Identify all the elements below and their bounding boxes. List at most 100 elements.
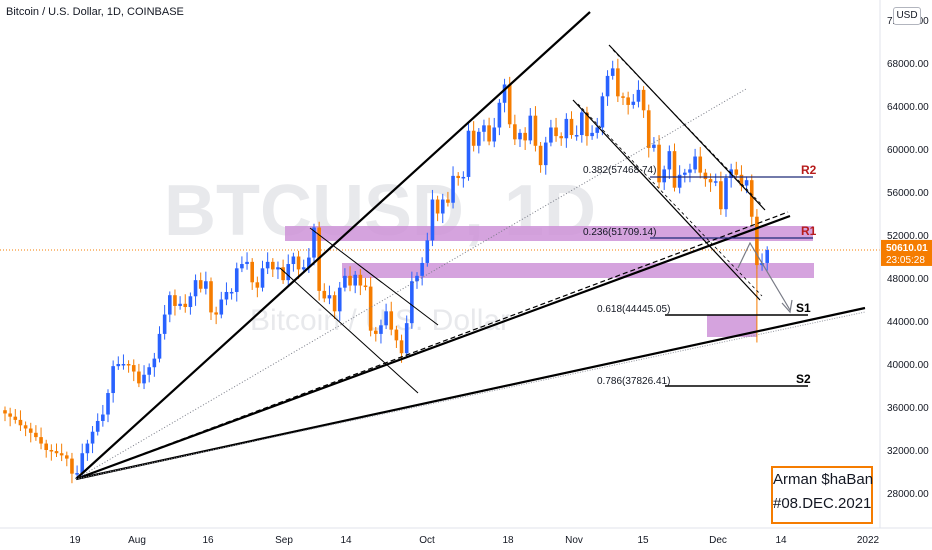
candle-body: [327, 295, 332, 299]
candle: [8, 407, 12, 427]
candle-body: [440, 199, 445, 214]
author-name: Arman $haBan: [773, 471, 874, 488]
candle-body: [621, 96, 625, 98]
candle-body: [549, 127, 553, 143]
candle-body: [574, 135, 579, 137]
candle-body: [173, 295, 177, 306]
candle-body: [631, 101, 636, 105]
candle-body: [250, 261, 254, 283]
candle-body: [404, 323, 409, 354]
candle: [652, 137, 656, 152]
r2-label: R2: [801, 163, 817, 177]
candle-body: [255, 282, 260, 288]
candle-body: [152, 358, 157, 368]
candle-body: [425, 240, 430, 263]
candle-body: [507, 84, 512, 125]
candle: [34, 425, 38, 441]
candle-body: [85, 443, 90, 454]
candle: [39, 427, 43, 450]
candle: [28, 422, 33, 443]
candle-body: [482, 125, 486, 132]
candle-body: [18, 419, 23, 426]
candle-body: [301, 267, 306, 270]
candle-body: [739, 174, 744, 186]
candle: [178, 296, 182, 310]
candle-body: [260, 268, 265, 288]
candle: [688, 163, 692, 183]
x-tick-label: 15: [637, 535, 649, 546]
candle: [183, 294, 188, 313]
candle: [482, 119, 486, 142]
candle-body: [410, 281, 414, 324]
candle: [137, 363, 141, 388]
candle-body: [513, 124, 517, 140]
candle: [394, 325, 399, 348]
candle-body: [121, 364, 126, 366]
candle: [348, 266, 352, 292]
candle-body: [719, 181, 723, 210]
candle: [549, 119, 553, 147]
price-tag-box: [881, 239, 932, 266]
candle: [111, 360, 115, 403]
channel-upper-sep: [309, 227, 439, 326]
candle-body: [101, 414, 105, 421]
candle: [713, 173, 718, 187]
currency-badge[interactable]: USD: [893, 7, 921, 25]
candle-body: [28, 428, 33, 433]
candle-body: [585, 112, 589, 137]
candle: [523, 127, 527, 150]
candle: [492, 117, 497, 148]
candle-body: [379, 325, 383, 334]
candle-body: [265, 261, 270, 269]
candle: [358, 269, 363, 296]
channel-upper-nov: [608, 44, 766, 211]
candle-body: [636, 89, 641, 102]
candle-body: [49, 450, 54, 452]
candle: [229, 288, 234, 300]
candle-body: [415, 275, 419, 282]
author-date: #08.DEC.2021: [773, 495, 872, 512]
candle-body: [291, 256, 296, 265]
candle-body: [224, 291, 229, 300]
candle-body: [65, 455, 69, 459]
candle: [291, 252, 296, 272]
r1-label: R1: [801, 224, 817, 238]
candle: [749, 174, 754, 227]
candle: [204, 271, 208, 295]
zones: [285, 226, 814, 337]
candle-body: [430, 199, 435, 241]
candle: [332, 291, 337, 319]
levels: 0.382(57468.74) R2 0.236(51709.14) R1 0.618(…: [583, 163, 817, 387]
candle: [95, 413, 100, 436]
candle-body: [461, 176, 466, 179]
candle-body: [353, 274, 357, 286]
candle-body: [394, 329, 399, 341]
candle: [168, 291, 172, 323]
candle: [368, 277, 373, 337]
candle-body: [420, 262, 424, 276]
candle-body: [646, 110, 651, 148]
candle-body: [368, 286, 373, 331]
candle: [636, 80, 641, 108]
candle: [209, 277, 213, 321]
candle-body: [435, 199, 440, 214]
candle: [477, 128, 481, 154]
candle: [296, 250, 301, 279]
y-tick-label: 48000.00: [887, 274, 929, 285]
support-box-s1: [707, 315, 757, 337]
candle: [585, 106, 589, 146]
candle-body: [168, 295, 172, 315]
x-tick-label: Sep: [275, 535, 293, 546]
candle: [610, 60, 615, 80]
candle-body: [183, 303, 188, 308]
candle: [353, 271, 357, 294]
candle-body: [538, 145, 543, 166]
candle-body: [75, 473, 79, 475]
candle-body: [698, 156, 703, 173]
y-tick-label: 56000.00: [887, 188, 929, 199]
candle-body: [363, 285, 368, 288]
candle-body: [245, 261, 249, 265]
candle-body: [348, 275, 352, 286]
